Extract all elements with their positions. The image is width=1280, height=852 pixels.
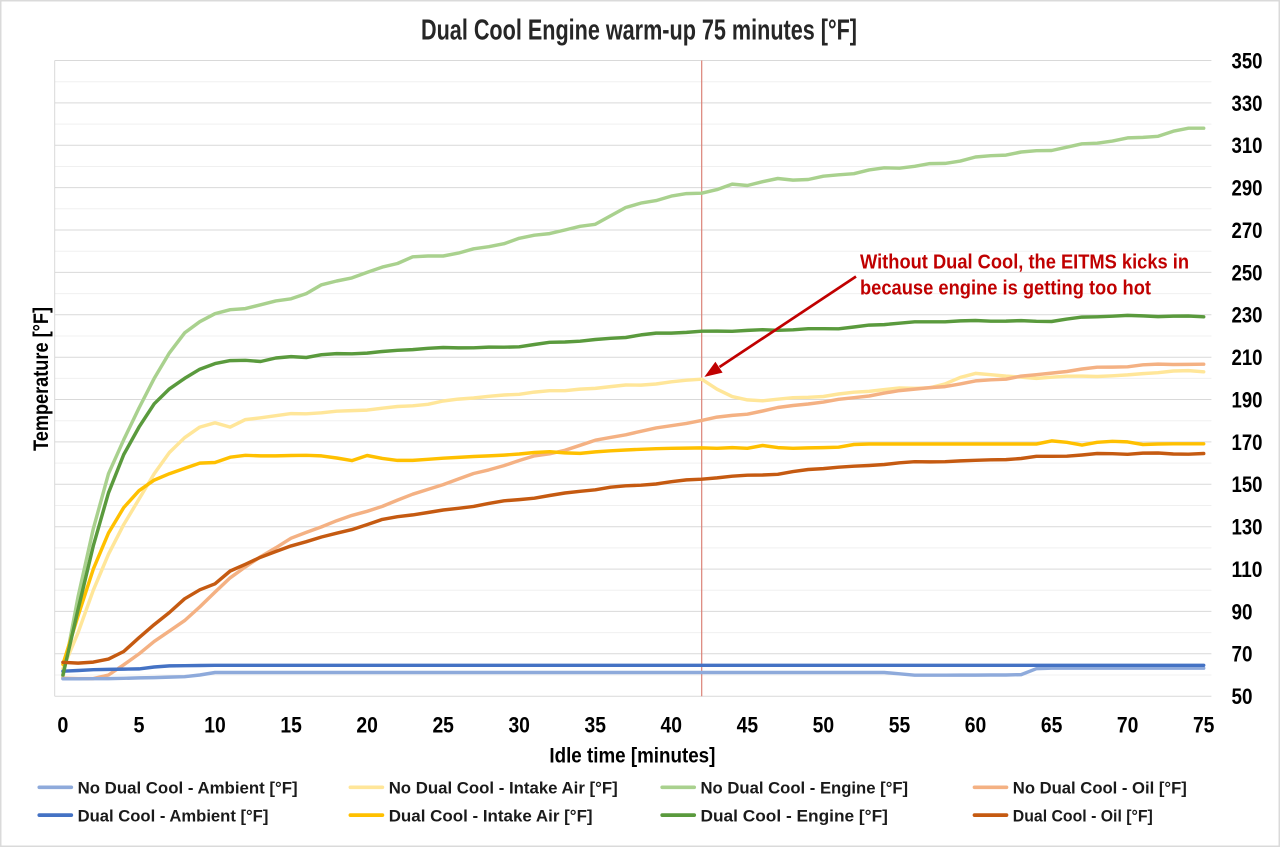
svg-text:130: 130 — [1232, 515, 1263, 540]
svg-text:Temperature [°F]: Temperature [°F] — [30, 307, 53, 451]
svg-text:65: 65 — [1041, 712, 1063, 737]
svg-text:60: 60 — [965, 712, 987, 737]
svg-text:170: 170 — [1232, 430, 1263, 455]
svg-text:110: 110 — [1232, 557, 1263, 582]
svg-text:50: 50 — [813, 712, 835, 737]
svg-text:190: 190 — [1232, 387, 1263, 412]
svg-text:Dual Cool - Intake Air [°F]: Dual Cool - Intake Air [°F] — [389, 806, 593, 825]
svg-text:70: 70 — [1117, 712, 1139, 737]
svg-text:290: 290 — [1232, 176, 1263, 201]
svg-text:Dual Cool Engine warm-up 75 mi: Dual Cool Engine warm-up 75 minutes [°F] — [421, 14, 857, 46]
svg-text:30: 30 — [508, 712, 530, 737]
svg-text:Dual Cool - Engine [°F]: Dual Cool - Engine [°F] — [701, 806, 888, 825]
svg-text:270: 270 — [1232, 218, 1263, 243]
svg-text:230: 230 — [1232, 303, 1263, 328]
svg-text:Dual Cool - Oil [°F]: Dual Cool - Oil [°F] — [1013, 806, 1153, 825]
svg-text:50: 50 — [1232, 684, 1253, 709]
svg-text:25: 25 — [432, 712, 454, 737]
svg-text:45: 45 — [737, 712, 759, 737]
svg-text:10: 10 — [204, 712, 226, 737]
svg-text:No Dual Cool - Intake Air [°F]: No Dual Cool - Intake Air [°F] — [389, 779, 618, 798]
svg-text:Dual Cool - Ambient [°F]: Dual Cool - Ambient [°F] — [78, 806, 269, 825]
svg-text:330: 330 — [1232, 91, 1263, 116]
svg-text:210: 210 — [1232, 345, 1263, 370]
svg-text:15: 15 — [280, 712, 302, 737]
svg-text:350: 350 — [1232, 48, 1263, 73]
svg-text:Idle time [minutes]: Idle time [minutes] — [549, 745, 715, 768]
svg-text:55: 55 — [889, 712, 911, 737]
svg-text:310: 310 — [1232, 133, 1263, 158]
svg-text:40: 40 — [661, 712, 683, 737]
svg-text:Without Dual Cool, the EITMS k: Without Dual Cool, the EITMS kicks in — [860, 251, 1189, 273]
svg-text:35: 35 — [585, 712, 607, 737]
svg-text:because engine is getting too: because engine is getting too hot — [860, 278, 1151, 300]
svg-text:No Dual Cool - Ambient [°F]: No Dual Cool - Ambient [°F] — [78, 779, 298, 798]
svg-text:75: 75 — [1193, 712, 1215, 737]
svg-text:5: 5 — [134, 712, 145, 737]
svg-text:150: 150 — [1232, 472, 1263, 497]
svg-text:250: 250 — [1232, 260, 1263, 285]
svg-text:No Dual Cool - Oil [°F]: No Dual Cool - Oil [°F] — [1013, 779, 1187, 798]
svg-text:0: 0 — [57, 712, 68, 737]
svg-text:70: 70 — [1232, 642, 1253, 667]
svg-text:20: 20 — [356, 712, 378, 737]
svg-text:90: 90 — [1232, 599, 1253, 624]
svg-text:No Dual Cool - Engine [°F]: No Dual Cool - Engine [°F] — [701, 779, 909, 798]
